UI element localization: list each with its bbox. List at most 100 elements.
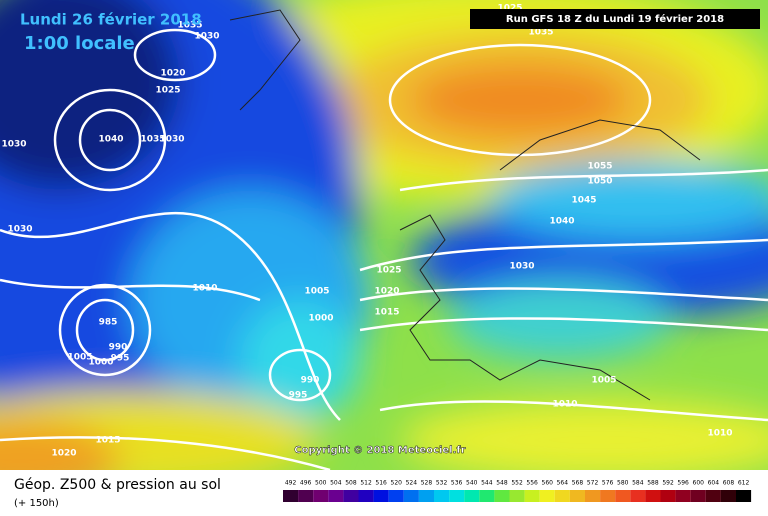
legend-swatch xyxy=(373,490,389,502)
legend-swatch xyxy=(464,490,480,502)
legend-label: 524 xyxy=(406,480,418,487)
legend-swatch xyxy=(569,490,585,502)
isobar-label: 1010 xyxy=(192,284,217,294)
legend-swatch xyxy=(298,490,314,502)
isobar-label: 1005 xyxy=(67,353,92,363)
legend-swatch xyxy=(479,490,495,502)
isobar-label: 995 xyxy=(111,354,130,364)
legend-swatch xyxy=(736,490,752,502)
legend-label: 592 xyxy=(662,480,674,487)
isobar-label: 1020 xyxy=(374,287,399,297)
isobar-label: 1030 xyxy=(7,225,32,235)
legend-swatch xyxy=(313,490,329,502)
isobar-label: 1045 xyxy=(571,196,596,206)
isobar-label: 1035 xyxy=(140,135,165,145)
run-label: Run GFS 18 Z du Lundi 19 février 2018 xyxy=(506,13,724,25)
isobar-label: 1040 xyxy=(98,135,123,145)
legend-label: 552 xyxy=(511,480,523,487)
legend-label: 544 xyxy=(481,480,493,487)
isobar-label: 1030 xyxy=(194,32,219,42)
legend-swatch xyxy=(615,490,631,502)
isobar-label: 1055 xyxy=(587,162,612,172)
legend-label: 492 xyxy=(285,480,297,487)
legend-swatch xyxy=(660,490,676,502)
isobar-label: 1030 xyxy=(509,262,534,272)
legend-swatch xyxy=(720,490,736,502)
isobar-label: 1000 xyxy=(308,314,333,324)
isobar-label: 1010 xyxy=(707,429,732,439)
legend-label: 576 xyxy=(602,480,614,487)
legend-label: 512 xyxy=(360,480,372,487)
legend-swatch xyxy=(554,490,570,502)
isobar-label: 1025 xyxy=(497,4,522,14)
legend-swatch xyxy=(675,490,691,502)
legend-label: 556 xyxy=(526,480,538,487)
isobar-label: 1025 xyxy=(376,266,401,276)
time-label: 1:00 locale xyxy=(24,33,135,54)
legend-label: 500 xyxy=(315,480,327,487)
legend-swatch xyxy=(358,490,374,502)
legend-label: 536 xyxy=(451,480,463,487)
legend-label: 604 xyxy=(708,480,720,487)
isobar-label: 1035 xyxy=(528,28,553,38)
run-box xyxy=(470,9,760,29)
legend-swatch xyxy=(585,490,601,502)
legend-label: 504 xyxy=(330,480,342,487)
legend-swatch xyxy=(630,490,646,502)
legend-label: 532 xyxy=(436,480,448,487)
isobar-label: 990 xyxy=(109,343,128,353)
legend-label: 584 xyxy=(632,480,644,487)
legend-swatch xyxy=(539,490,555,502)
legend-label: 560 xyxy=(542,480,554,487)
legend-label: 572 xyxy=(587,480,599,487)
legend-swatch xyxy=(283,490,299,502)
legend-label: 516 xyxy=(375,480,387,487)
legend-swatch xyxy=(343,490,359,502)
isobar-label: 1040 xyxy=(549,217,574,227)
legend-swatch xyxy=(418,490,434,502)
isobar-label: 985 xyxy=(99,318,118,328)
isobar-label: 1000 xyxy=(88,358,113,368)
legend-label: 548 xyxy=(496,480,508,487)
isobar-label: 1030 xyxy=(1,140,26,150)
legend-label: 496 xyxy=(300,480,312,487)
legend-swatch xyxy=(403,490,419,502)
isobar-label: 1015 xyxy=(374,308,399,318)
isobar-label: 1005 xyxy=(304,287,329,297)
isobar-label: 995 xyxy=(289,391,308,401)
date-label: Lundi 26 février 2018 xyxy=(20,11,202,29)
color-legend: 492 496 500 504 508 512 516 520 524 528 532 536 540 5… xyxy=(283,480,752,502)
legend-label: 608 xyxy=(723,480,735,487)
legend-swatch xyxy=(509,490,525,502)
legend-swatch xyxy=(705,490,721,502)
isobar-label: 1035 xyxy=(177,21,202,31)
legend-label: 528 xyxy=(421,480,433,487)
legend-swatch xyxy=(328,490,344,502)
legend-swatch xyxy=(524,490,540,502)
map-background xyxy=(0,0,768,500)
legend-label: 520 xyxy=(391,480,403,487)
isobar-label: 990 xyxy=(301,376,320,386)
footer-title: Géop. Z500 & pression au sol xyxy=(14,477,221,493)
copyright: Copyright © 2018 Meteociel.fr xyxy=(294,445,465,456)
legend-swatch xyxy=(434,490,450,502)
isobar-label: 1020 xyxy=(51,449,76,459)
isobar-label: 1015 xyxy=(95,436,120,446)
legend-label: 600 xyxy=(693,480,705,487)
legend-swatch xyxy=(494,490,510,502)
legend-label: 612 xyxy=(738,480,750,487)
legend-swatch xyxy=(388,490,404,502)
isobar-label: 1010 xyxy=(552,400,577,410)
legend-label: 508 xyxy=(345,480,357,487)
legend-label: 580 xyxy=(617,480,629,487)
legend-swatch xyxy=(449,490,465,502)
isobar-label: 1025 xyxy=(155,86,180,96)
legend-swatch xyxy=(600,490,616,502)
isobar-label: 1020 xyxy=(160,69,185,79)
legend-swatch xyxy=(690,490,706,502)
isobar-label: 1005 xyxy=(591,376,616,386)
forecast-lead: (+ 150h) xyxy=(14,498,59,509)
legend-label: 596 xyxy=(677,480,689,487)
